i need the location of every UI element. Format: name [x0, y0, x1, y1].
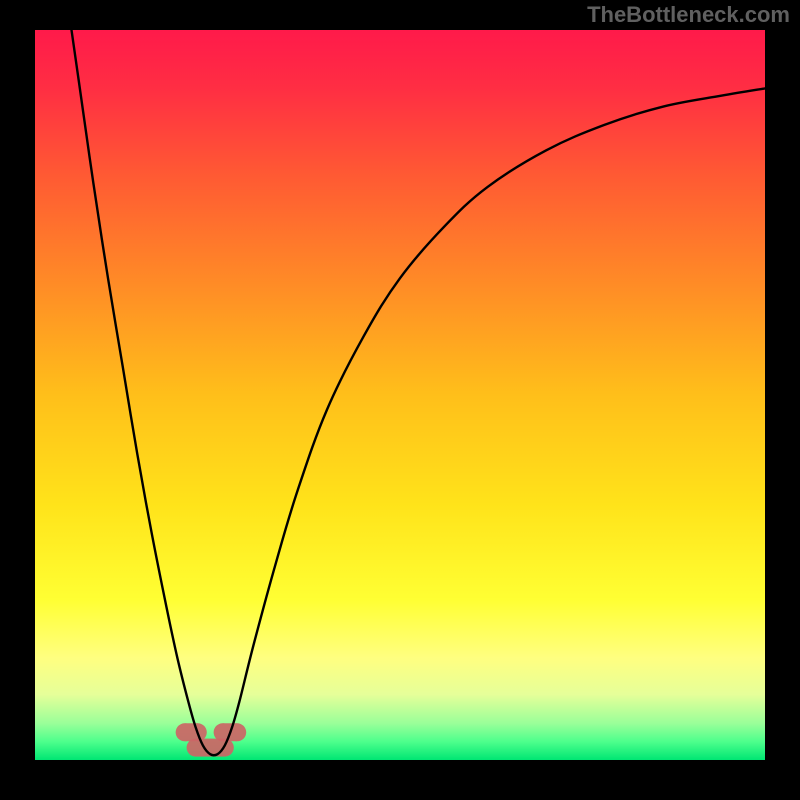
- gradient-background: [35, 30, 765, 760]
- watermark-text: TheBottleneck.com: [587, 2, 790, 28]
- chart-svg: [0, 0, 800, 800]
- chart-container: { "watermark": { "text": "TheBottleneck.…: [0, 0, 800, 800]
- bottom-mark: [176, 723, 207, 741]
